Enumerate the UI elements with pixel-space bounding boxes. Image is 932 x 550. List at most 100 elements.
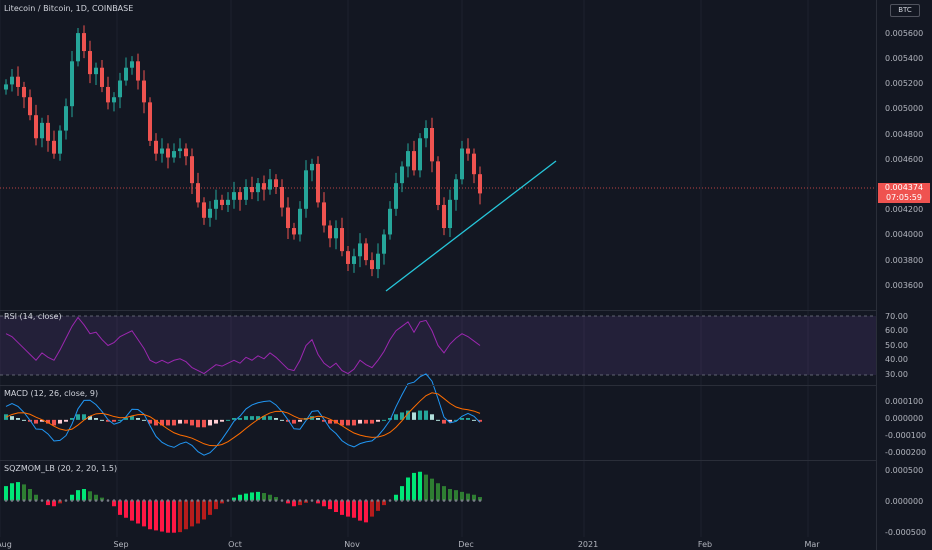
macd-title[interactable]: MACD (12, 26, close, 9) bbox=[4, 389, 99, 398]
sqz-bar bbox=[424, 474, 428, 501]
sqz-dot bbox=[364, 499, 368, 502]
sqz-bar bbox=[394, 494, 398, 501]
candle-body bbox=[172, 151, 176, 158]
macd-bar bbox=[418, 410, 422, 420]
macd-bar bbox=[172, 419, 176, 426]
candle-body bbox=[208, 208, 212, 218]
sqz-dot bbox=[46, 499, 50, 502]
price-tick: 0.003800 bbox=[885, 256, 924, 265]
sqz-bar bbox=[436, 483, 440, 501]
sqz-bar bbox=[448, 489, 452, 501]
macd-bar bbox=[46, 419, 50, 424]
macd-bar bbox=[34, 419, 38, 424]
sqz-dot bbox=[454, 499, 458, 502]
candle-body bbox=[28, 97, 32, 116]
macd-bar bbox=[220, 419, 224, 422]
candle-body bbox=[286, 207, 290, 229]
sqz-bar bbox=[214, 500, 218, 510]
candle-body bbox=[382, 234, 386, 254]
macd-bar bbox=[118, 419, 122, 421]
macd-line bbox=[5, 373, 481, 456]
sqz-dot bbox=[280, 499, 284, 502]
macd-bar bbox=[196, 419, 200, 428]
candle-body bbox=[388, 208, 392, 235]
sqz-bar bbox=[328, 500, 332, 510]
trendline[interactable] bbox=[385, 160, 557, 292]
candle-body bbox=[58, 130, 62, 154]
sqz-bar bbox=[478, 497, 482, 501]
macd-bar bbox=[202, 419, 206, 428]
sqz-dot bbox=[442, 499, 446, 502]
price-tick: 0.004800 bbox=[885, 130, 924, 139]
sqz-dot bbox=[208, 499, 212, 502]
squeeze-histogram bbox=[4, 471, 482, 533]
last-price-tag: 0.004374 bbox=[878, 183, 930, 193]
macd-bar bbox=[70, 418, 74, 420]
candle-body bbox=[112, 97, 116, 103]
pane-divider[interactable] bbox=[0, 460, 876, 461]
macd-bar bbox=[16, 418, 20, 420]
sqz-dot bbox=[406, 499, 410, 502]
pane-divider[interactable] bbox=[0, 310, 876, 311]
candle-countdown: 07:05:59 bbox=[878, 193, 930, 203]
sqz-dot bbox=[328, 499, 332, 502]
macd-bar bbox=[430, 414, 434, 420]
candle-body bbox=[250, 187, 254, 193]
sqz-bar bbox=[136, 500, 140, 524]
currency-badge[interactable]: BTC bbox=[890, 4, 920, 17]
sqz-bar bbox=[400, 486, 404, 501]
sqz-dot bbox=[178, 499, 182, 502]
sqz-bar bbox=[358, 500, 362, 521]
macd-bar bbox=[238, 418, 242, 420]
macd-bar bbox=[160, 419, 164, 426]
sqz-dot bbox=[160, 499, 164, 502]
sqz-bar bbox=[316, 500, 320, 504]
rsi-title[interactable]: RSI (14, close) bbox=[4, 312, 62, 321]
macd-tick: 0.000100 bbox=[885, 397, 924, 406]
sqz-bar bbox=[442, 486, 446, 501]
macd-bar bbox=[130, 416, 134, 420]
sqz-bar bbox=[334, 500, 338, 512]
macd-bar bbox=[394, 414, 398, 420]
candle-body bbox=[280, 187, 284, 208]
macd-bar bbox=[166, 419, 170, 426]
sqz-bar bbox=[46, 500, 50, 506]
sqz-dot bbox=[376, 499, 380, 502]
macd-bar bbox=[106, 419, 110, 422]
macd-bar bbox=[52, 419, 56, 426]
sqz-dot bbox=[256, 499, 260, 502]
macd-bar bbox=[370, 419, 374, 424]
sqz-title[interactable]: SQZMOM_LB (20, 2, 20, 1.5) bbox=[4, 464, 118, 473]
candle-body bbox=[304, 170, 308, 209]
macd-bar bbox=[148, 419, 152, 424]
sqz-bar bbox=[34, 494, 38, 501]
sqz-dot bbox=[220, 499, 224, 502]
sqz-dot bbox=[460, 499, 464, 502]
sqz-dot bbox=[142, 499, 146, 502]
macd-histogram bbox=[4, 410, 482, 428]
rsi-tick: 50.00 bbox=[885, 341, 908, 350]
candle-body bbox=[418, 138, 422, 171]
price-tick: 0.005000 bbox=[885, 104, 924, 113]
sqz-dot bbox=[190, 499, 194, 502]
macd-bar bbox=[448, 419, 452, 422]
macd-bar bbox=[208, 419, 212, 426]
macd-bar bbox=[436, 419, 440, 421]
sqz-dot bbox=[202, 499, 206, 502]
sqz-bar bbox=[256, 491, 260, 501]
sqz-dot bbox=[40, 499, 44, 502]
sqz-dot bbox=[358, 499, 362, 502]
candle-body bbox=[460, 148, 464, 180]
macd-bar bbox=[274, 418, 278, 420]
sqz-dot bbox=[106, 499, 110, 502]
sqz-dot bbox=[310, 499, 314, 502]
sqz-dot bbox=[34, 499, 38, 502]
pane-divider[interactable] bbox=[0, 385, 876, 386]
sqz-bar bbox=[370, 500, 374, 517]
sqz-dot bbox=[400, 499, 404, 502]
sqz-dot bbox=[76, 499, 80, 502]
candle-body bbox=[268, 179, 272, 190]
macd-bar bbox=[292, 419, 296, 424]
candle-body bbox=[376, 253, 380, 270]
